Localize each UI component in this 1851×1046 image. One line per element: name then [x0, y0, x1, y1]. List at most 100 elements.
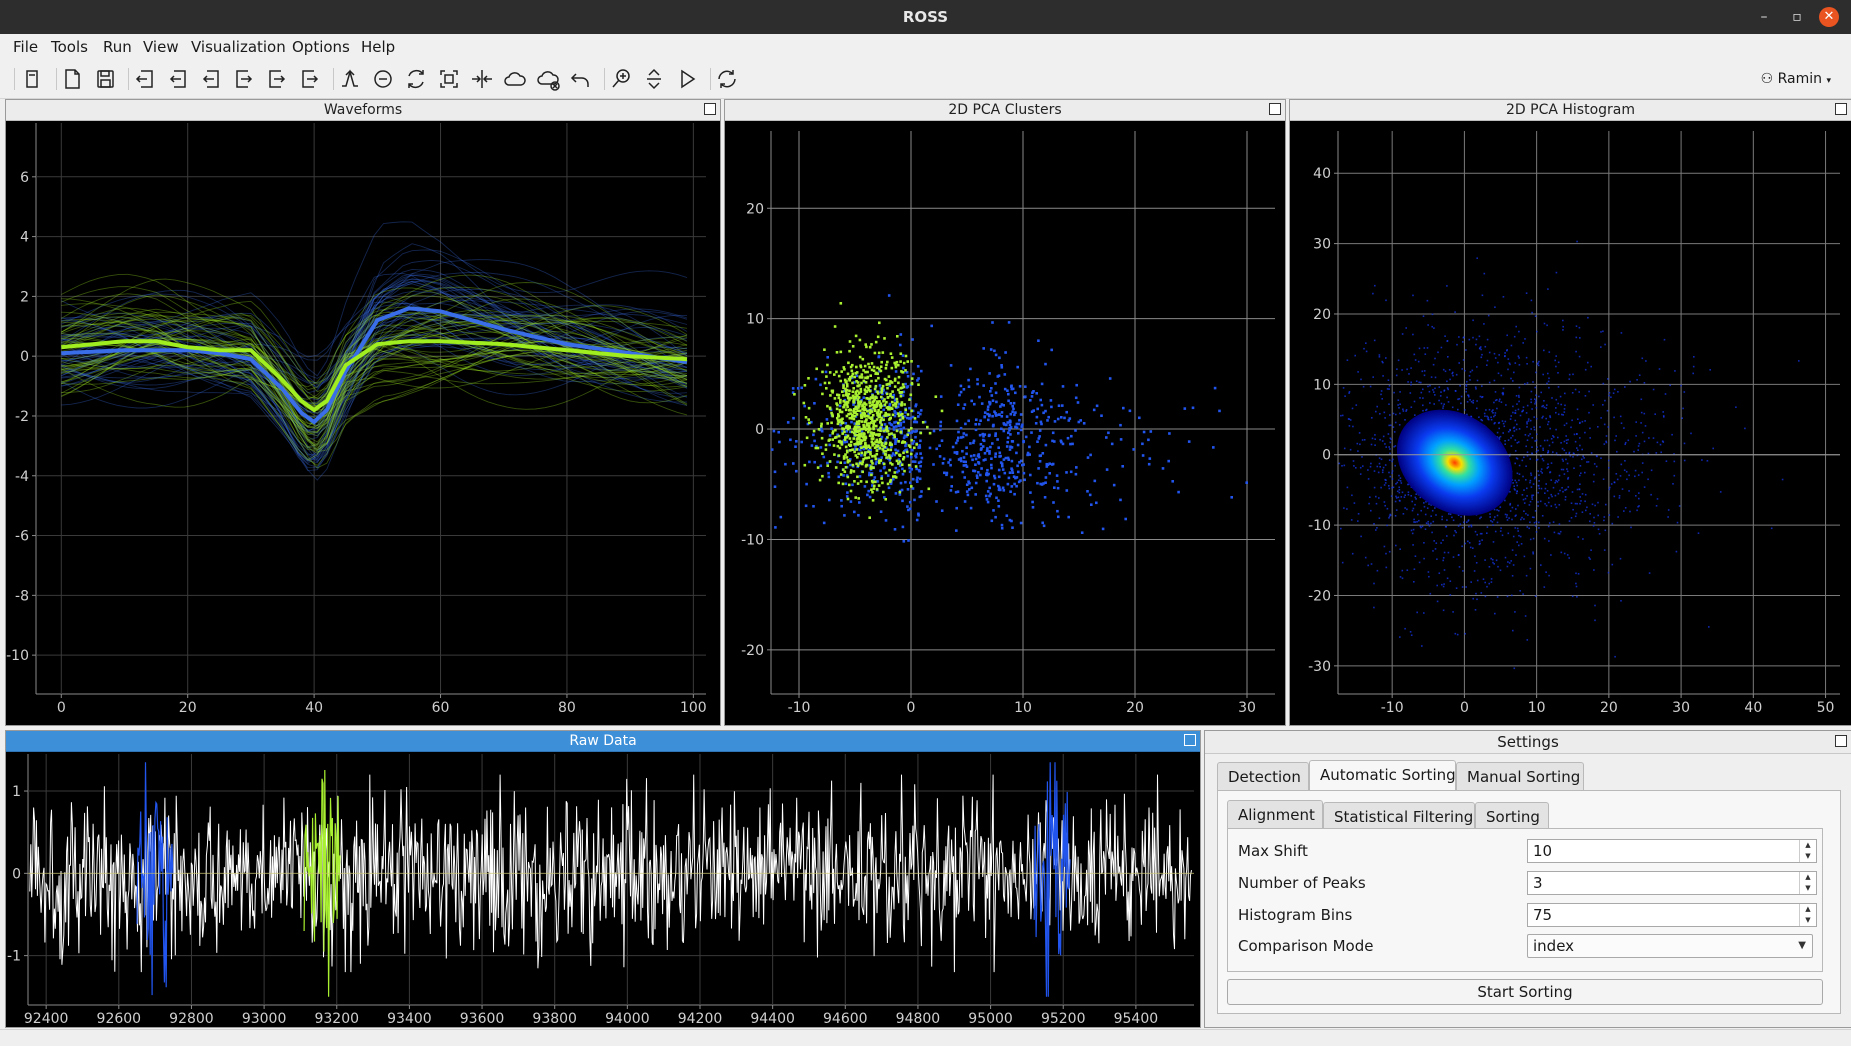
new-file-icon[interactable] — [18, 65, 46, 93]
float-panel-icon[interactable] — [704, 103, 716, 115]
minimize-icon[interactable]: – — [1760, 9, 1768, 25]
max-shift-stepper[interactable]: 10 ▲ ▼ — [1527, 839, 1817, 863]
menu-options[interactable]: Options — [292, 38, 350, 56]
select-region-icon[interactable] — [435, 65, 463, 93]
tab-detection[interactable]: Detection — [1217, 762, 1309, 790]
histogram-bin — [1557, 386, 1560, 388]
user-menu[interactable]: ⚇ Ramin ▾ — [1761, 68, 1831, 90]
cluster-point — [915, 420, 919, 424]
cluster-point — [843, 389, 846, 393]
histogram-bin — [1500, 401, 1503, 403]
cluster-point — [863, 388, 867, 391]
cluster-point — [876, 401, 879, 405]
import-icon[interactable] — [131, 65, 159, 93]
float-panel-icon[interactable] — [1269, 103, 1281, 115]
start-sorting-button[interactable]: Start Sorting — [1227, 979, 1823, 1005]
waveform-trace — [61, 281, 688, 431]
histogram-bin — [1555, 506, 1558, 509]
spin-down-icon[interactable]: ▼ — [1805, 916, 1811, 924]
cluster-point — [868, 464, 872, 467]
tab-sorting[interactable]: Sorting — [1475, 802, 1549, 830]
remove-icon[interactable] — [369, 65, 397, 93]
number-of-peaks-stepper[interactable]: 3 ▲ ▼ — [1527, 871, 1817, 895]
cluster-point — [1039, 482, 1042, 486]
histogram-bin — [1388, 487, 1391, 490]
float-panel-icon[interactable] — [1835, 103, 1847, 115]
maximize-icon[interactable]: ▫ — [1792, 9, 1802, 25]
histogram-bin — [1466, 413, 1468, 416]
cluster-point — [1011, 471, 1015, 474]
comparison-mode-select[interactable]: index ▼ — [1527, 934, 1813, 958]
cluster-point — [833, 397, 837, 400]
spin-down-icon[interactable]: ▼ — [1805, 852, 1811, 860]
cluster-point — [850, 376, 854, 380]
resort-icon[interactable] — [402, 65, 430, 93]
close-icon[interactable]: ✕ — [1819, 7, 1839, 27]
histogram-bin — [1454, 390, 1457, 392]
cluster-point — [965, 490, 969, 493]
tab-automatic-sorting[interactable]: Automatic Sorting — [1309, 760, 1456, 790]
zoom-icon[interactable] — [607, 65, 635, 93]
cluster-point — [887, 406, 890, 409]
cloud-remove-icon[interactable] — [534, 65, 562, 93]
detect-icon[interactable] — [336, 65, 364, 93]
histogram-bin — [1709, 369, 1711, 371]
save-icon[interactable] — [91, 65, 119, 93]
tab-alignment[interactable]: Alignment — [1227, 800, 1323, 828]
raw-data-plot[interactable]: 92400 92600 92800 93000 93200 93400 93600 93800… — [6, 752, 1200, 1027]
import-back-icon[interactable] — [197, 65, 225, 93]
histogram-bin — [1522, 498, 1525, 501]
cluster-point — [850, 396, 853, 400]
cluster-point — [1036, 440, 1039, 443]
histogram-bin — [1512, 482, 1514, 484]
settings-title: Settings — [1205, 731, 1851, 754]
cluster-point — [854, 430, 858, 433]
cluster-point — [889, 392, 892, 396]
menu-help[interactable]: Help — [361, 38, 396, 56]
cluster-point — [899, 481, 903, 485]
cluster-point — [1012, 475, 1016, 478]
open-file-icon[interactable] — [58, 65, 86, 93]
float-panel-icon[interactable] — [1835, 735, 1847, 747]
tab-manual-sorting[interactable]: Manual Sorting — [1456, 762, 1584, 790]
cluster-point — [898, 493, 902, 496]
spin-down-icon[interactable]: ▼ — [1805, 884, 1811, 892]
menu-view[interactable]: View — [143, 38, 179, 56]
histogram-bin — [1368, 502, 1370, 505]
spin-up-icon[interactable]: ▲ — [1805, 905, 1811, 913]
cloud-icon[interactable] — [501, 65, 529, 93]
menu-tools[interactable]: Tools — [51, 38, 88, 56]
menu-visualization[interactable]: Visualization — [191, 38, 286, 56]
menu-file[interactable]: File — [13, 38, 39, 56]
cluster-point — [989, 348, 993, 351]
histogram-bin — [1501, 534, 1504, 537]
export-icon[interactable] — [230, 65, 258, 93]
spin-up-icon[interactable]: ▲ — [1805, 873, 1811, 881]
refresh-icon[interactable] — [713, 65, 741, 93]
cluster-point — [875, 445, 878, 449]
vertical-zoom-icon[interactable] — [640, 65, 668, 93]
cluster-point — [845, 388, 849, 392]
merge-icon[interactable] — [468, 65, 496, 93]
cluster-point — [844, 434, 848, 437]
cluster-point — [842, 384, 845, 387]
histogram-bin — [1540, 470, 1542, 473]
float-panel-icon[interactable] — [1184, 734, 1196, 746]
cluster-point — [973, 469, 977, 473]
spin-up-icon[interactable]: ▲ — [1805, 841, 1811, 849]
cluster-point — [995, 413, 998, 417]
play-icon[interactable] — [673, 65, 701, 93]
menu-run[interactable]: Run — [103, 38, 132, 56]
undo-icon[interactable] — [567, 65, 595, 93]
export-doc-icon[interactable] — [296, 65, 324, 93]
cluster-point — [934, 395, 938, 398]
export-alt-icon[interactable] — [263, 65, 291, 93]
import-alt-icon[interactable] — [164, 65, 192, 93]
histogram-bins-stepper[interactable]: 75 ▲ ▼ — [1527, 903, 1817, 927]
histogram-bin — [1551, 495, 1553, 498]
tab-statistical-filtering[interactable]: Statistical Filtering — [1323, 802, 1475, 830]
cluster-point — [890, 443, 893, 446]
